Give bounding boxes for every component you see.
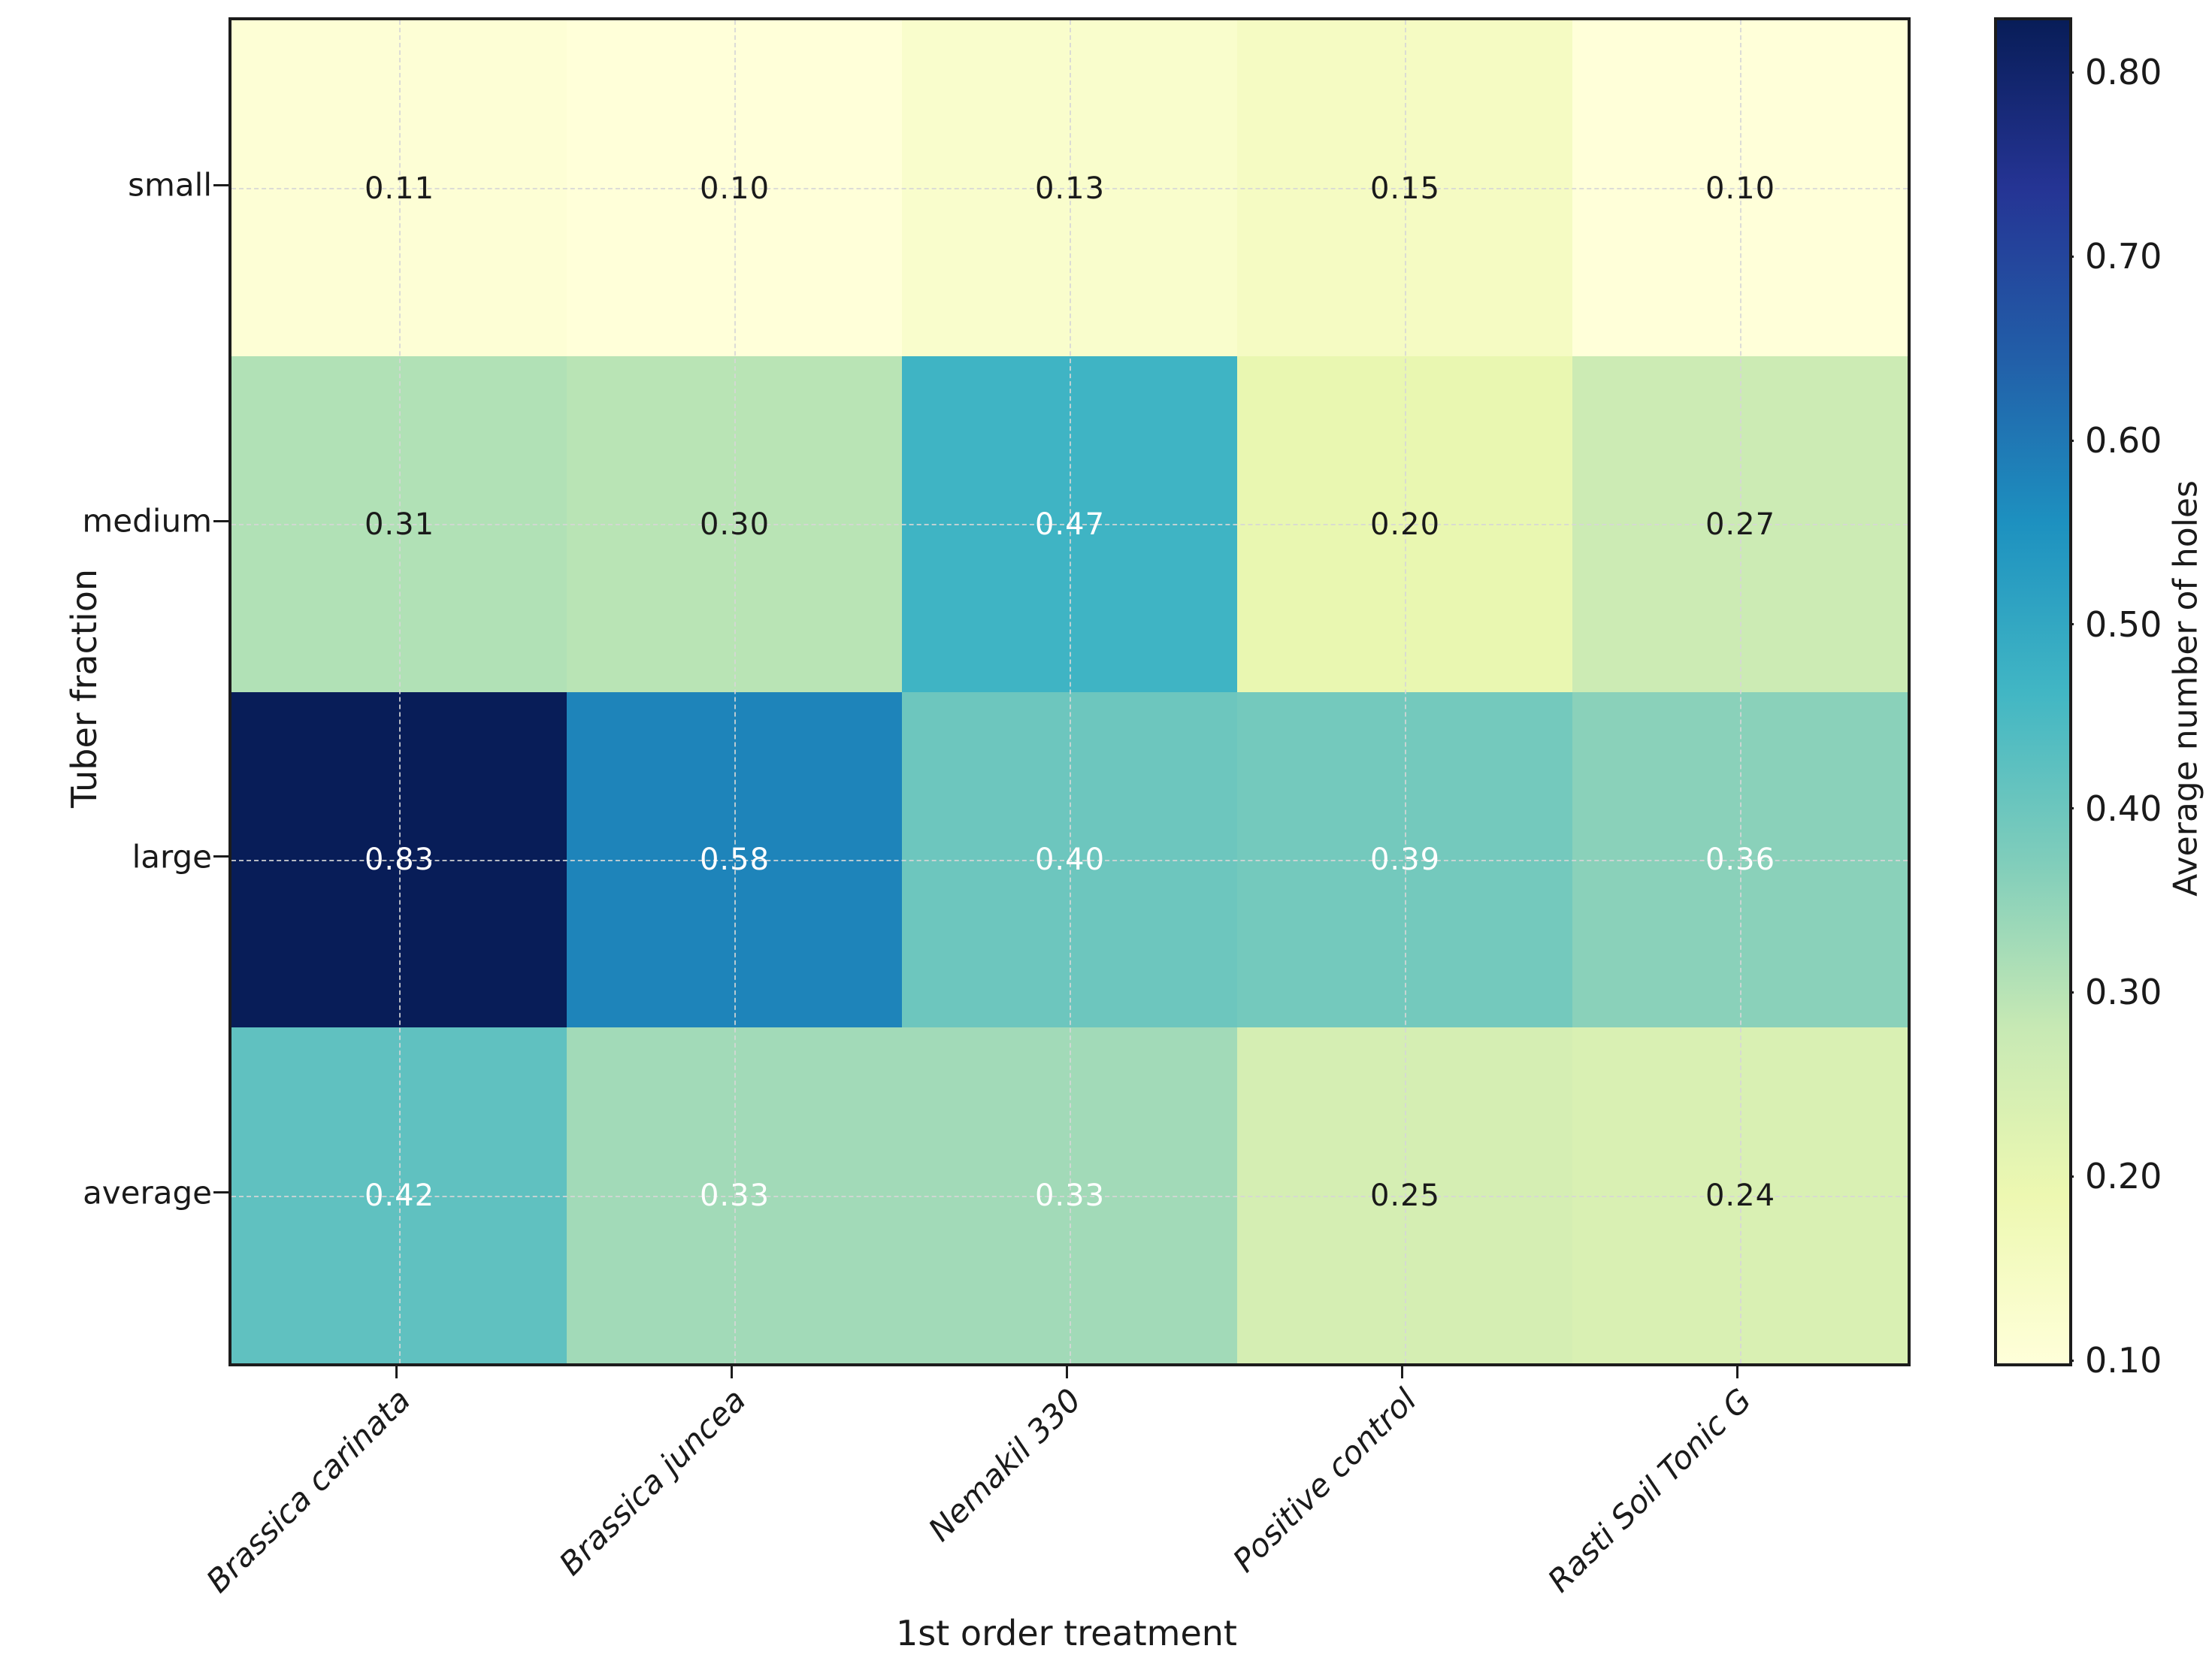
x-axis-tick	[1400, 1365, 1403, 1378]
colorbar	[1994, 17, 2072, 1366]
heatmap-plot-area: 0.11 0.10 0.13 0.15 0.10 0.31 0.30 0.47 0.20 0.27…	[228, 17, 1911, 1366]
cell-value-label: 0.40	[1034, 843, 1106, 878]
x-tick-label: Brassica juncea	[552, 1381, 753, 1583]
cell-value-label: 0.10	[1705, 171, 1776, 206]
heatmap-cell: 0.42	[231, 1027, 567, 1363]
heatmap-cell: 0.40	[902, 691, 1238, 1029]
y-axis-tick	[213, 519, 228, 522]
colorbar-tick-label: 0.80	[2085, 52, 2162, 93]
y-tick-label: medium	[82, 502, 212, 540]
heatmap-cell: 0.33	[902, 1027, 1238, 1363]
gridline-vertical	[1405, 20, 1406, 1363]
heatmap-cell: 0.30	[567, 355, 903, 693]
heatmap-cell: 0.20	[1237, 355, 1573, 693]
heatmap-cell: 0.13	[902, 20, 1238, 357]
gridline-vertical	[1740, 20, 1741, 1363]
y-axis-tick	[213, 1191, 228, 1194]
x-axis-tick	[1065, 1365, 1068, 1378]
cell-value-label: 0.27	[1705, 507, 1776, 542]
cell-value-label: 0.24	[1705, 1178, 1776, 1214]
heatmap-cell: 0.83	[231, 691, 567, 1029]
heatmap-cell: 0.24	[1572, 1027, 1908, 1363]
colorbar-title: Average number of holes	[2166, 480, 2205, 897]
gridline-vertical	[734, 20, 736, 1363]
x-tick-label: Nemakil 330	[921, 1381, 1088, 1549]
cell-value-label: 0.33	[699, 1178, 770, 1214]
heatmap-cell: 0.15	[1237, 20, 1573, 357]
heatmap-cell: 0.36	[1572, 691, 1908, 1029]
heatmap-cell: 0.10	[1572, 20, 1908, 357]
cell-value-label: 0.36	[1705, 843, 1776, 878]
cell-value-label: 0.10	[699, 171, 770, 206]
heatmap-cell: 0.39	[1237, 691, 1573, 1029]
cell-value-label: 0.33	[1034, 1178, 1106, 1214]
colorbar-tick-label: 0.60	[2085, 420, 2162, 461]
cell-value-label: 0.39	[1369, 843, 1441, 878]
heatmap-cell: 0.47	[902, 355, 1238, 693]
y-axis-tick	[213, 855, 228, 858]
cell-value-label: 0.25	[1369, 1178, 1441, 1214]
heatmap-cell: 0.27	[1572, 355, 1908, 693]
cell-value-label: 0.83	[364, 843, 435, 878]
y-axis-title: Tuber fraction	[64, 568, 104, 809]
y-tick-label: small	[128, 166, 212, 204]
x-axis-tick	[1735, 1365, 1738, 1378]
colorbar-tick-label: 0.40	[2085, 788, 2162, 829]
colorbar-tick-label: 0.50	[2085, 604, 2162, 645]
y-tick-label: large	[132, 838, 212, 876]
colorbar-tick-label: 0.70	[2085, 236, 2162, 277]
heatmap-cell: 0.58	[567, 691, 903, 1029]
colorbar-tick-label: 0.30	[2085, 972, 2162, 1013]
x-axis-tick	[730, 1365, 733, 1378]
cell-value-label: 0.58	[699, 843, 770, 878]
cell-value-label: 0.20	[1369, 507, 1441, 542]
x-tick-label: Rasti Soil Tonic G	[1540, 1381, 1759, 1599]
x-axis-tick	[395, 1365, 398, 1378]
cell-value-label: 0.47	[1034, 507, 1106, 542]
heatmap-cell: 0.33	[567, 1027, 903, 1363]
y-tick-label: average	[83, 1174, 212, 1212]
heatmap-cell: 0.25	[1237, 1027, 1573, 1363]
x-tick-label: Positive control	[1225, 1381, 1424, 1580]
cell-value-label: 0.15	[1369, 171, 1441, 206]
gridline-horizontal	[231, 1195, 1908, 1197]
gridline-horizontal	[231, 859, 1908, 861]
cell-value-label: 0.30	[699, 507, 770, 542]
cell-value-label: 0.13	[1034, 171, 1106, 206]
gridline-vertical	[1070, 20, 1071, 1363]
colorbar-tick-label: 0.20	[2085, 1156, 2162, 1197]
heatmap-cell: 0.10	[567, 20, 903, 357]
gridline-vertical	[399, 20, 401, 1363]
x-tick-label: Brassica carinata	[199, 1381, 418, 1600]
cell-value-label: 0.11	[364, 171, 435, 206]
heatmap-cell: 0.11	[231, 20, 567, 357]
gridline-horizontal	[231, 188, 1908, 190]
y-axis-tick	[213, 183, 228, 186]
x-axis-title: 1st order treatment	[896, 1613, 1237, 1653]
heatmap-cell: 0.31	[231, 355, 567, 693]
gridline-horizontal	[231, 524, 1908, 526]
cell-value-label: 0.31	[364, 507, 435, 542]
cell-value-label: 0.42	[364, 1178, 435, 1214]
colorbar-tick-label: 0.10	[2085, 1340, 2162, 1381]
